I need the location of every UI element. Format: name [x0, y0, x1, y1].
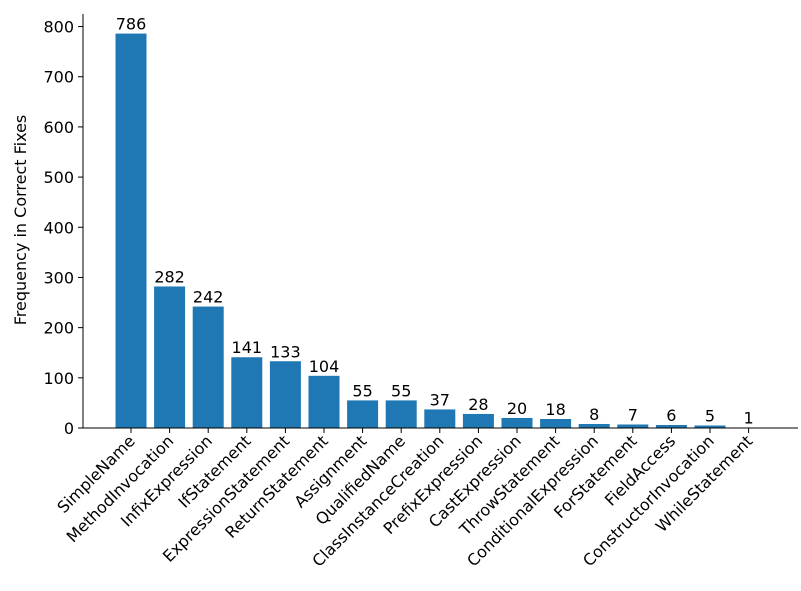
data-label: 786 — [116, 15, 147, 34]
y-tick-label: 400 — [43, 218, 74, 237]
bar — [347, 400, 379, 428]
data-label: 55 — [391, 381, 411, 400]
bar — [115, 33, 147, 428]
y-tick-label: 0 — [64, 419, 74, 438]
data-label: 242 — [193, 288, 224, 307]
y-tick-label: 500 — [43, 168, 74, 187]
y-tick-label: 100 — [43, 369, 74, 388]
data-label: 141 — [232, 338, 263, 357]
bar — [308, 375, 340, 428]
data-label: 28 — [468, 395, 488, 414]
bar — [655, 424, 687, 428]
bar — [154, 286, 186, 428]
data-label: 20 — [507, 399, 527, 418]
data-label: 133 — [270, 342, 301, 361]
data-label: 6 — [666, 406, 676, 425]
y-tick-label: 200 — [43, 319, 74, 338]
data-label: 8 — [589, 405, 599, 424]
bar — [192, 306, 224, 428]
y-axis-label: Frequency in Correct Fixes — [11, 115, 30, 326]
bar — [269, 361, 301, 428]
y-tick-label: 300 — [43, 268, 74, 287]
bar — [617, 424, 649, 428]
y-tick-label: 700 — [43, 68, 74, 87]
bar — [694, 425, 726, 428]
data-label: 7 — [628, 405, 638, 424]
y-tick-label: 800 — [43, 18, 74, 37]
data-label: 104 — [309, 357, 340, 376]
bar — [385, 400, 417, 428]
data-label: 18 — [545, 400, 565, 419]
y-tick-label: 600 — [43, 118, 74, 137]
bar — [231, 357, 263, 428]
bar — [540, 418, 572, 428]
bar — [424, 409, 456, 428]
data-label: 37 — [430, 390, 450, 409]
data-label: 55 — [352, 381, 372, 400]
data-label: 1 — [744, 408, 754, 427]
data-label: 282 — [154, 267, 185, 286]
bar — [578, 423, 610, 428]
bar — [462, 413, 494, 428]
data-label: 5 — [705, 406, 715, 425]
bar — [501, 417, 533, 428]
